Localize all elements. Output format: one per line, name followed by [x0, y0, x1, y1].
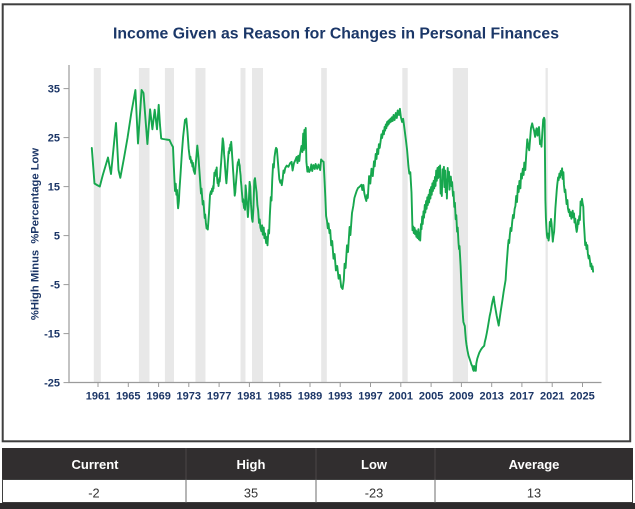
svg-text:Current: Current: [72, 457, 120, 472]
svg-text:2013: 2013: [479, 391, 503, 403]
svg-text:-23: -23: [365, 485, 384, 500]
svg-text:High: High: [237, 457, 266, 472]
svg-text:2001: 2001: [389, 391, 413, 403]
svg-text:1977: 1977: [207, 391, 231, 403]
svg-text:1989: 1989: [298, 391, 322, 403]
svg-text:1997: 1997: [358, 391, 382, 403]
svg-text:-15: -15: [44, 329, 60, 341]
svg-text:2009: 2009: [449, 391, 473, 403]
svg-text:1965: 1965: [116, 391, 140, 403]
svg-text:1973: 1973: [177, 391, 201, 403]
svg-text:Income Given as Reason for Cha: Income Given as Reason for Changes in Pe…: [113, 25, 559, 42]
svg-text:1961: 1961: [86, 391, 110, 403]
svg-text:%High Minus %Percentage Low: %High Minus %Percentage Low: [30, 148, 42, 320]
svg-text:1985: 1985: [267, 391, 291, 403]
svg-text:1981: 1981: [237, 391, 261, 403]
svg-text:2021: 2021: [540, 391, 564, 403]
svg-text:Average: Average: [509, 457, 560, 472]
svg-text:25: 25: [48, 133, 60, 145]
svg-text:35: 35: [48, 84, 60, 96]
svg-text:2005: 2005: [419, 391, 443, 403]
svg-text:-2: -2: [88, 485, 99, 500]
svg-text:2017: 2017: [510, 391, 534, 403]
svg-text:1993: 1993: [328, 391, 352, 403]
svg-text:35: 35: [244, 485, 258, 500]
svg-text:5: 5: [54, 231, 60, 243]
svg-text:Low: Low: [361, 457, 388, 472]
svg-text:-5: -5: [50, 280, 60, 292]
svg-text:2025: 2025: [570, 391, 594, 403]
svg-text:-25: -25: [44, 378, 60, 390]
svg-text:1969: 1969: [146, 391, 170, 403]
svg-text:13: 13: [527, 485, 541, 500]
svg-text:15: 15: [48, 182, 60, 194]
